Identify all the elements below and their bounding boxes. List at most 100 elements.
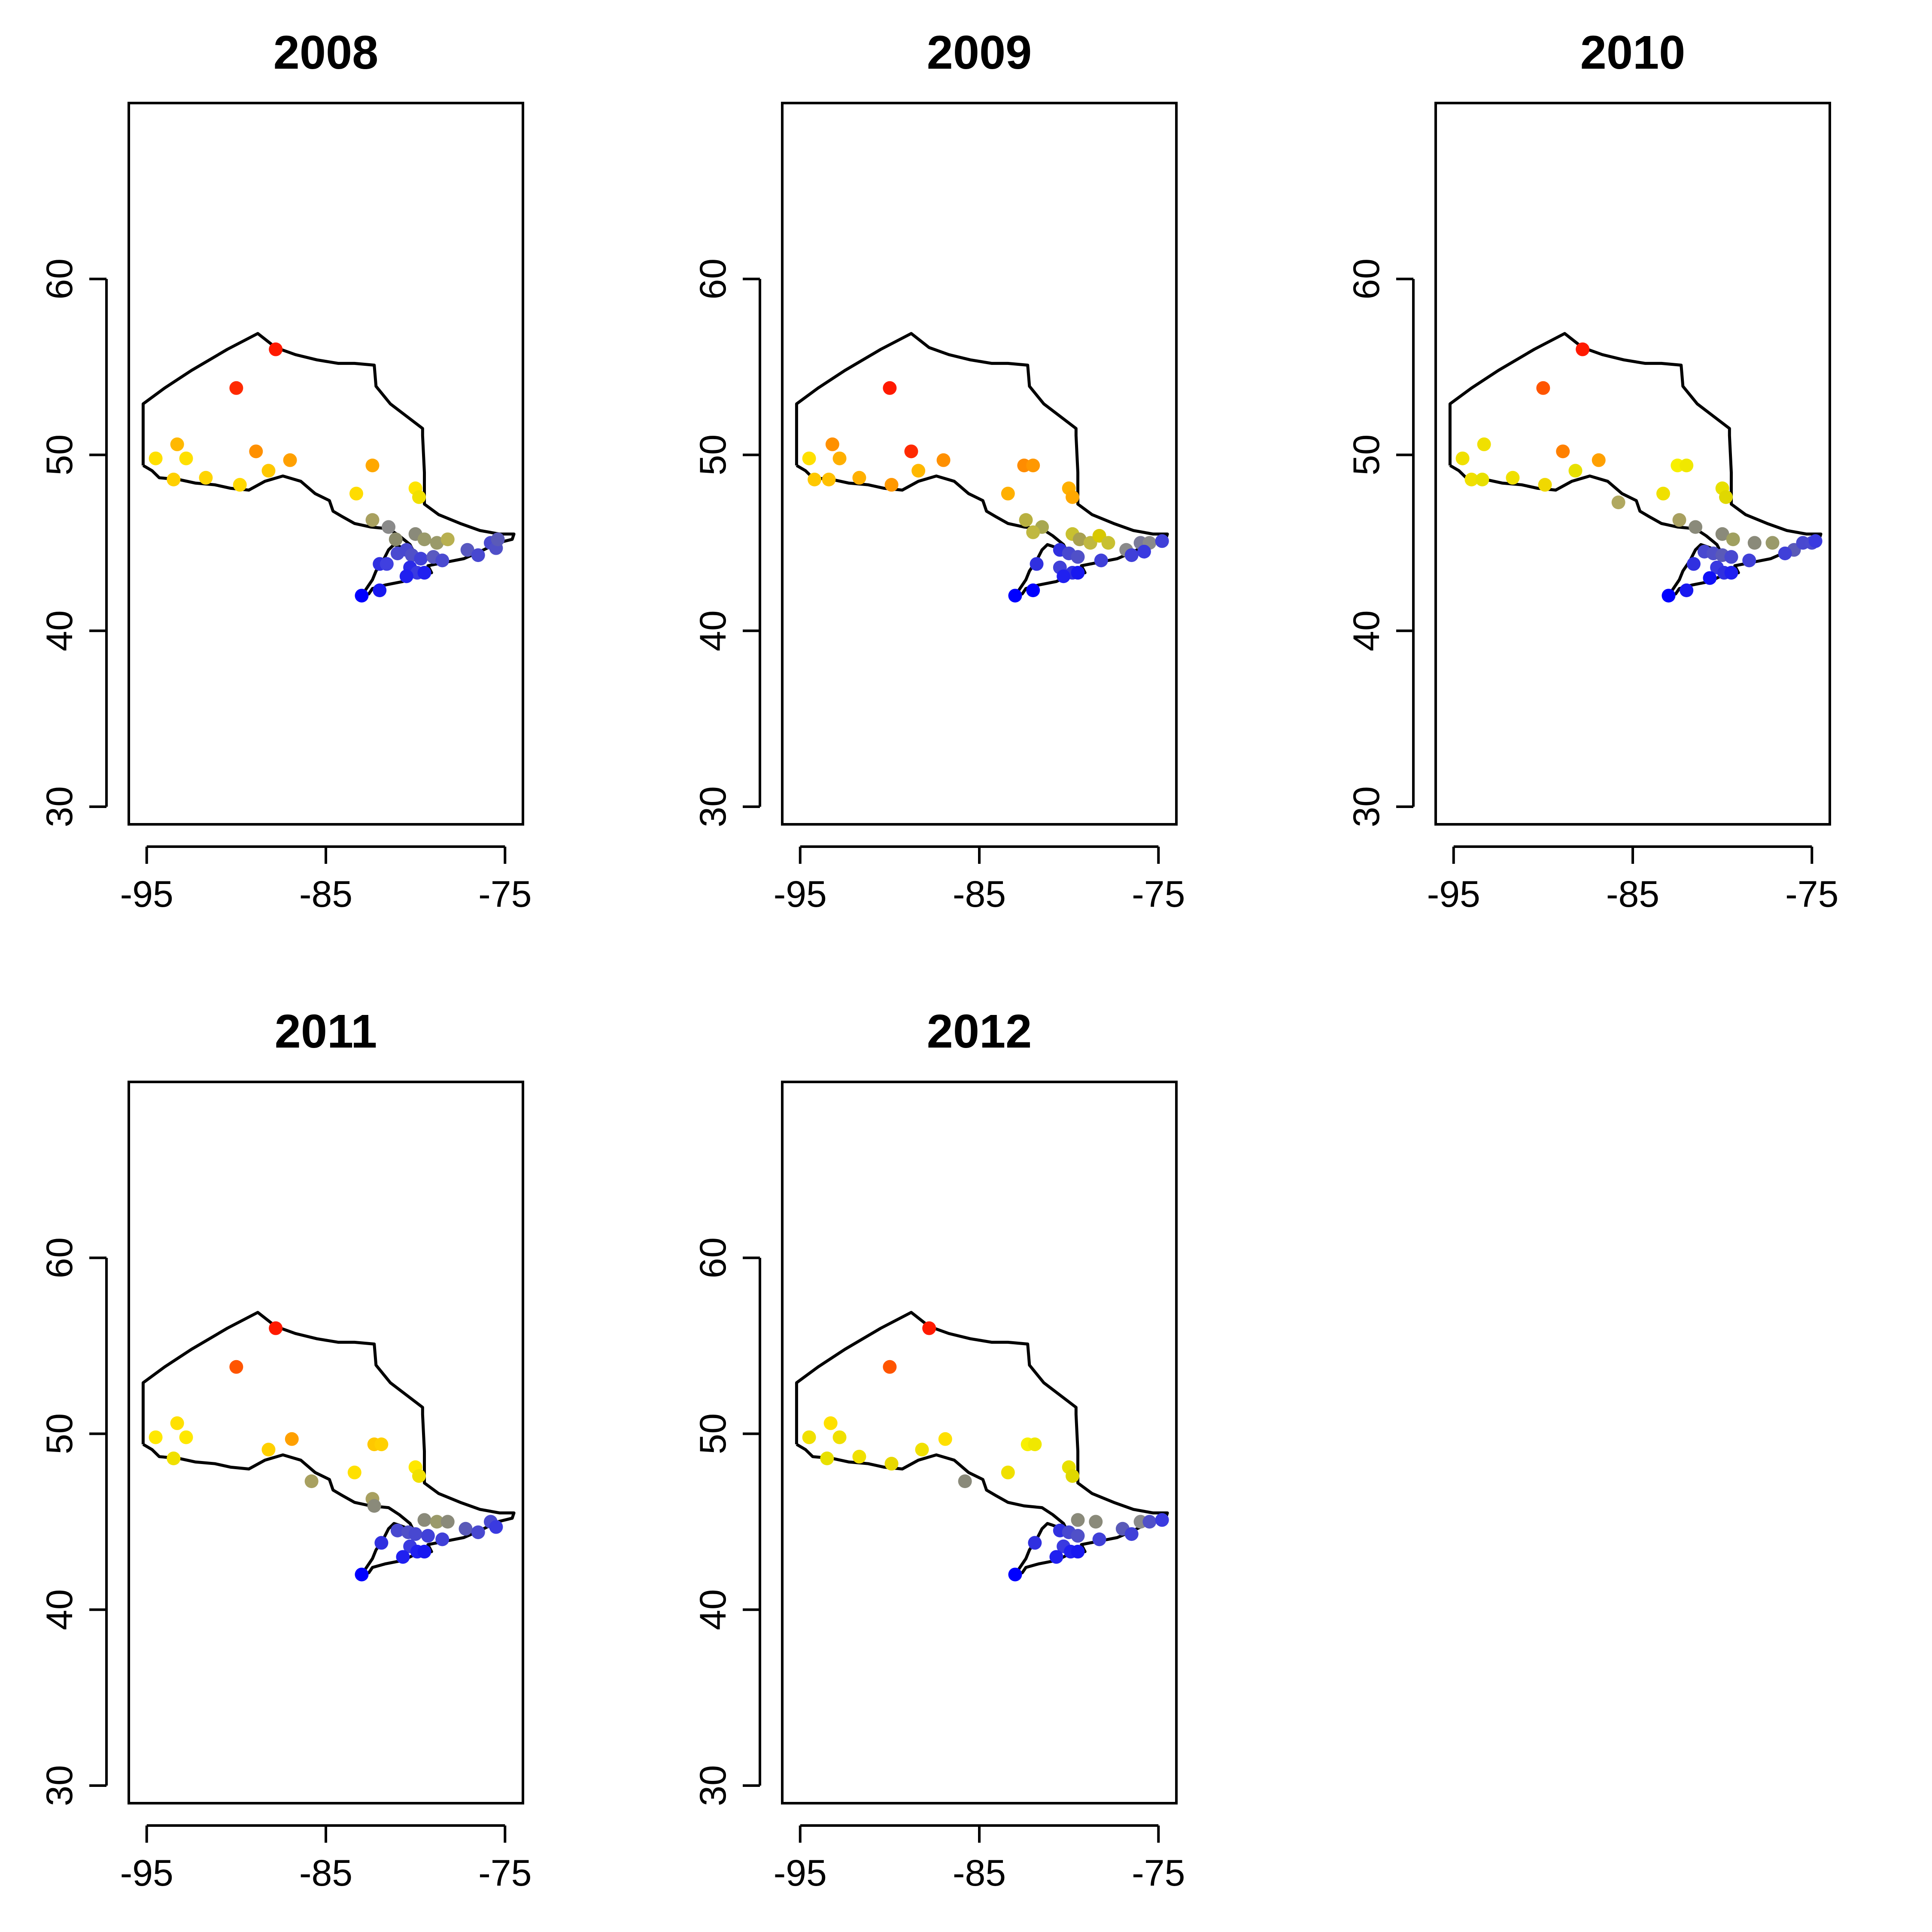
data-point [1726, 532, 1740, 547]
y-tick-label: 60 [693, 1237, 734, 1279]
data-point [1536, 381, 1550, 395]
data-point [1778, 546, 1792, 560]
data-point [1747, 536, 1762, 550]
data-point [1008, 1567, 1022, 1582]
data-point [417, 1545, 431, 1559]
data-point [1576, 342, 1590, 356]
x-tick-label: -95 [120, 1853, 173, 1894]
data-point [167, 1451, 181, 1465]
plot-frame [781, 102, 1178, 826]
data-point [440, 532, 455, 547]
data-point [430, 536, 444, 550]
data-point [1094, 553, 1108, 568]
province-outline [141, 1311, 516, 1576]
data-point [1475, 472, 1489, 486]
data-point [802, 1430, 816, 1444]
y-tick-label: 50 [693, 434, 734, 476]
data-point [852, 1449, 866, 1464]
data-point [1765, 536, 1780, 550]
data-point [417, 566, 431, 580]
y-tick-label: 60 [1346, 258, 1387, 300]
data-point [1142, 1515, 1157, 1529]
y-tick-label: 30 [39, 786, 80, 827]
data-point [1808, 534, 1823, 548]
plot-frame [128, 1081, 524, 1804]
data-point [269, 1321, 283, 1335]
data-point [412, 490, 426, 504]
y-tick-label: 50 [693, 1413, 734, 1455]
data-point [417, 532, 431, 547]
data-point [179, 451, 193, 465]
data-point [179, 1430, 193, 1444]
data-point [285, 1432, 299, 1446]
data-point [936, 453, 951, 467]
data-point [1071, 1529, 1085, 1543]
x-tick-label: -75 [1132, 1853, 1185, 1894]
data-point [261, 1443, 276, 1457]
data-point [1680, 583, 1694, 598]
data-point [1611, 495, 1625, 510]
data-point [1026, 459, 1040, 473]
data-point [389, 532, 403, 547]
data-point [1724, 550, 1738, 564]
data-point [904, 444, 918, 459]
data-point [412, 1469, 426, 1483]
x-tick-label: -85 [299, 1853, 352, 1894]
data-point [1019, 513, 1033, 527]
data-point [233, 478, 247, 492]
panel-2008: 2008 -95 -85 -75 30 40 50 60 [39, 26, 532, 915]
data-point [1506, 471, 1520, 485]
data-point [399, 569, 413, 583]
data-point [1455, 451, 1470, 465]
province-outline [1448, 332, 1823, 597]
data-point [1719, 490, 1733, 504]
data-point [1071, 1513, 1085, 1527]
data-point [380, 557, 394, 571]
data-point [1662, 589, 1676, 603]
y-tick-label: 40 [39, 1589, 80, 1630]
x-tick-label: -95 [1427, 874, 1480, 915]
data-point [304, 1474, 319, 1488]
x-tick-label: -75 [1785, 874, 1838, 915]
y-tick-label: 40 [1346, 610, 1387, 651]
data-point [825, 437, 839, 451]
data-point [149, 451, 163, 465]
data-point [1155, 1513, 1169, 1527]
data-point [883, 381, 897, 395]
data-point [1071, 1545, 1085, 1559]
data-point [408, 1527, 422, 1541]
data-point [1124, 1527, 1139, 1541]
province-outline [795, 332, 1169, 597]
data-point [430, 1515, 444, 1529]
x-tick-label: -85 [299, 874, 352, 915]
x-tick-label: -85 [1606, 874, 1659, 915]
y-tick-label: 60 [39, 1237, 80, 1279]
panel-2012: 2012 -95 -85 -75 30 40 50 60 [693, 1005, 1185, 1894]
data-point [852, 471, 866, 485]
data-point [883, 1360, 897, 1374]
data-point [471, 548, 485, 562]
data-point [435, 553, 450, 568]
data-point [1464, 472, 1479, 486]
data-point [414, 552, 428, 566]
data-point [491, 532, 505, 547]
data-point [823, 1416, 838, 1430]
data-point [382, 520, 396, 534]
data-point [417, 1513, 431, 1527]
data-point [374, 1536, 389, 1550]
panel-title: 2010 [1580, 26, 1686, 79]
panel-2011: 2011 -95 -85 -75 30 40 50 60 [39, 1005, 532, 1894]
data-point [170, 437, 184, 451]
y-tick-label: 40 [693, 610, 734, 651]
data-point [1724, 566, 1738, 580]
data-point [1030, 557, 1044, 571]
data-point [421, 1529, 435, 1543]
data-point [283, 453, 297, 467]
data-point [1124, 548, 1139, 562]
data-point [1065, 1469, 1079, 1483]
data-point [832, 451, 847, 465]
data-point [249, 444, 263, 459]
data-point [459, 1522, 473, 1536]
data-point [1656, 486, 1670, 501]
data-point [355, 589, 369, 603]
